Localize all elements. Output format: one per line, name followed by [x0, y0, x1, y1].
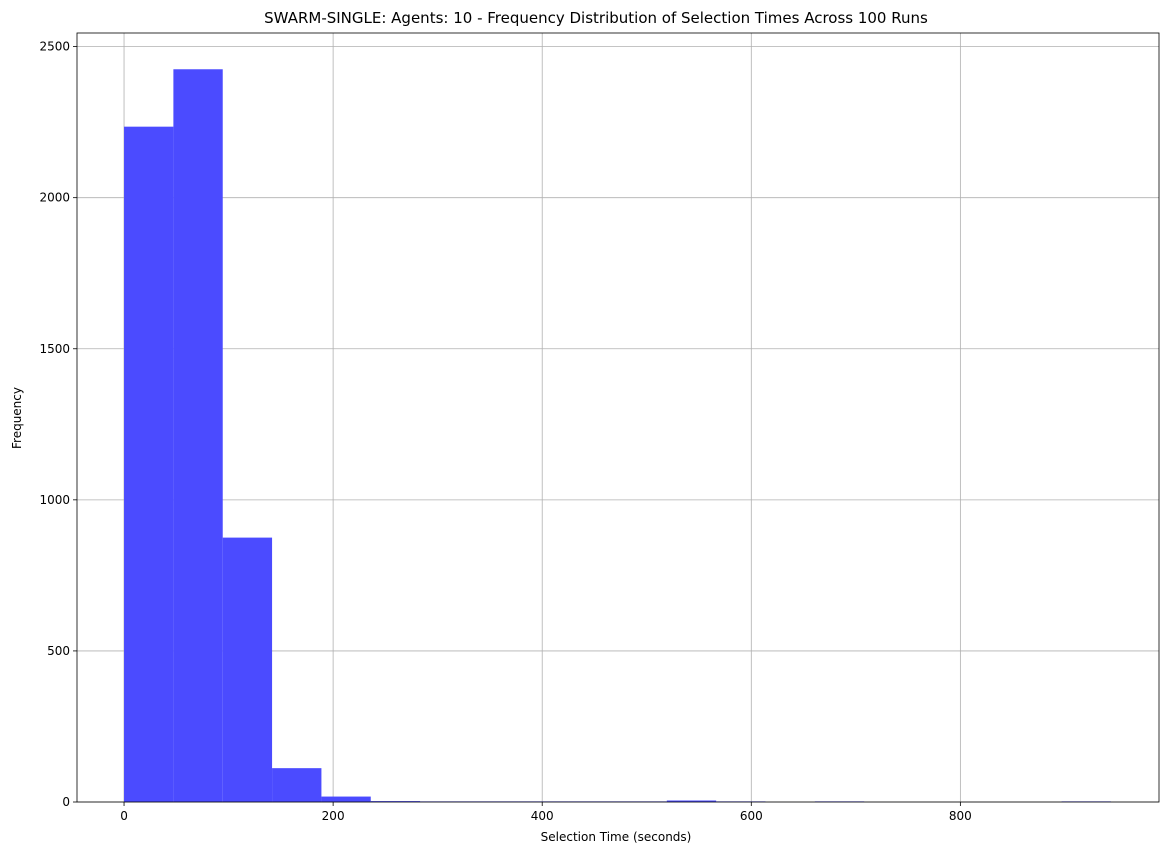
- x-tick-label: 0: [120, 809, 128, 823]
- y-axis: 0 500 1000 1500 2000 2500: [39, 40, 77, 809]
- histogram-bar: [666, 800, 717, 802]
- x-axis: 0 200 400 600 800: [120, 802, 972, 823]
- x-axis-label: Selection Time (seconds): [541, 830, 692, 844]
- histogram-bar: [222, 537, 273, 802]
- y-tick-label: 2500: [39, 40, 70, 54]
- histogram-bar: [173, 69, 223, 802]
- y-tick-label: 500: [47, 644, 70, 658]
- y-tick-label: 2000: [39, 191, 70, 205]
- histogram-bar: [124, 126, 174, 803]
- x-tick-label: 800: [949, 809, 972, 823]
- x-tick-label: 400: [531, 809, 554, 823]
- histogram-bar: [272, 768, 322, 802]
- y-axis-label: Frequency: [10, 387, 24, 449]
- chart-title: SWARM-SINGLE: Agents: 10 - Frequency Dis…: [264, 9, 928, 27]
- x-tick-label: 600: [740, 809, 763, 823]
- histogram-bar: [370, 801, 421, 802]
- plot-frame: [76, 32, 1160, 803]
- histogram-bar: [321, 796, 371, 802]
- bars: [124, 69, 1111, 803]
- x-tick-label: 200: [322, 809, 345, 823]
- y-tick-label: 1500: [39, 342, 70, 356]
- y-tick-label: 1000: [39, 493, 70, 507]
- y-tick-label: 0: [62, 795, 70, 809]
